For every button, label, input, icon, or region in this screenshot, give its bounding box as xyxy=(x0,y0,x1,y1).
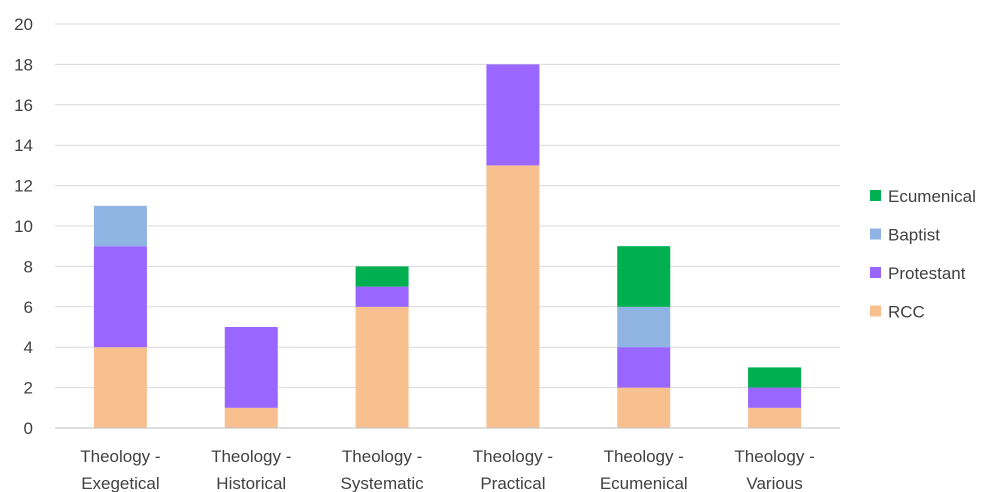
bars xyxy=(93,64,802,428)
x-category-label: Historical xyxy=(216,474,286,492)
y-axis-tick-labels: 0 2 4 6 8 10 12 14 16 18 20 xyxy=(14,15,33,438)
y-tick-label: 16 xyxy=(14,96,33,115)
y-tick-label: 4 xyxy=(24,338,33,357)
legend-item-baptist: Baptist xyxy=(870,226,940,245)
x-category-label: Theology - xyxy=(734,447,814,466)
bar-segment-rcc-3 xyxy=(486,165,540,428)
legend-swatch xyxy=(870,228,881,240)
y-tick-label: 20 xyxy=(14,15,33,34)
legend-item-ecumenical: Ecumenical xyxy=(870,187,976,206)
legend-label: Ecumenical xyxy=(888,187,976,206)
y-tick-label: 0 xyxy=(24,419,33,438)
bar-segment-rcc-2 xyxy=(355,306,409,428)
x-category-label: Theology - xyxy=(342,447,422,466)
x-category-label: Theology - xyxy=(80,447,160,466)
y-tick-label: 14 xyxy=(14,136,33,155)
bar-segment-protestant-3 xyxy=(486,64,540,166)
y-tick-label: 10 xyxy=(14,217,33,236)
y-tick-label: 12 xyxy=(14,177,33,196)
y-tick-label: 2 xyxy=(24,379,33,398)
bar-segment-ecumenical-4 xyxy=(617,246,671,307)
bar-segment-ecumenical-2 xyxy=(355,266,409,287)
x-category-label: Various xyxy=(746,474,802,492)
bar-segment-baptist-4 xyxy=(617,306,671,348)
y-tick-label: 18 xyxy=(14,55,33,74)
bar-segment-rcc-4 xyxy=(617,387,671,428)
bar-segment-protestant-4 xyxy=(617,347,671,388)
bar-segment-protestant-0 xyxy=(93,246,147,348)
bar-segment-protestant-2 xyxy=(355,286,409,307)
x-category-label: Theology - xyxy=(211,447,291,466)
bar-segment-rcc-0 xyxy=(93,347,147,428)
x-category-label: Theology - xyxy=(604,447,684,466)
legend-label: RCC xyxy=(888,303,925,322)
x-axis-category-labels: Theology - Exegetical Theology - Historical… xyxy=(80,447,814,492)
bar-segment-protestant-1 xyxy=(224,327,278,408)
bar-segment-protestant-5 xyxy=(748,387,802,408)
bar-segment-rcc-5 xyxy=(748,407,802,428)
x-category-label: Theology - xyxy=(473,447,553,466)
bar-segment-rcc-1 xyxy=(224,407,278,428)
y-tick-label: 6 xyxy=(24,298,33,317)
bar-segment-ecumenical-5 xyxy=(748,367,802,388)
legend-label: Protestant xyxy=(888,264,966,283)
bar-segment-baptist-0 xyxy=(93,205,147,247)
legend-item-rcc: RCC xyxy=(870,303,925,322)
x-category-label: Exegetical xyxy=(81,474,159,492)
x-category-label: Practical xyxy=(480,474,545,492)
x-category-label: Systematic xyxy=(341,474,425,492)
legend-swatch xyxy=(870,267,881,278)
legend-swatch xyxy=(870,305,881,317)
legend: Ecumenical Baptist Protestant RCC xyxy=(870,187,976,322)
legend-swatch xyxy=(870,190,881,201)
legend-label: Baptist xyxy=(888,226,940,245)
x-category-label: Ecumenical xyxy=(600,474,688,492)
gridlines xyxy=(55,23,840,389)
legend-item-protestant: Protestant xyxy=(870,264,966,283)
y-tick-label: 8 xyxy=(24,257,33,276)
